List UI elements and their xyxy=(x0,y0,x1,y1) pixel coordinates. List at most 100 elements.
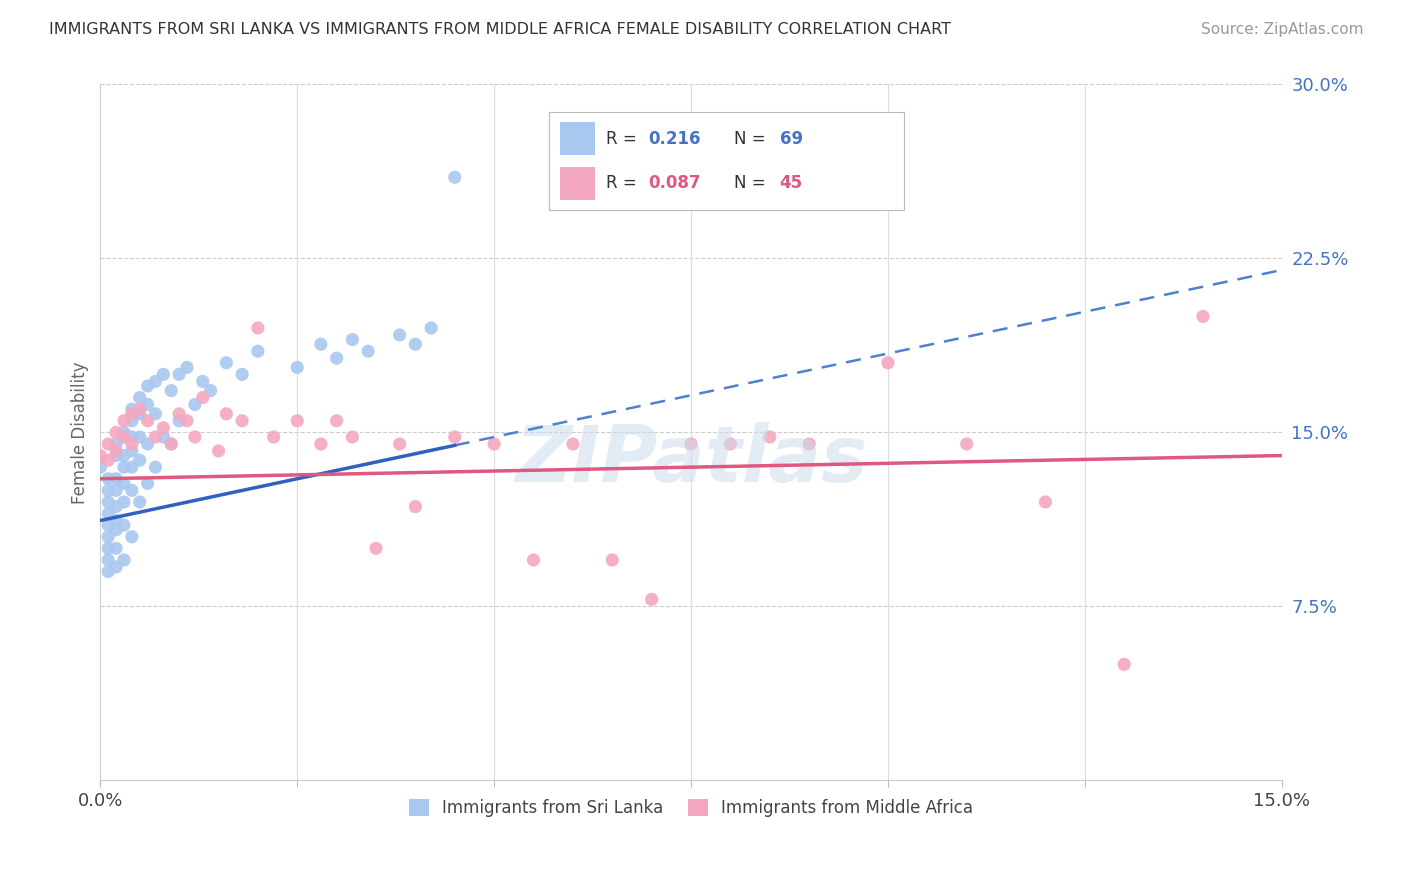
Point xyxy=(246,344,269,359)
Point xyxy=(357,344,380,359)
Text: IMMIGRANTS FROM SRI LANKA VS IMMIGRANTS FROM MIDDLE AFRICA FEMALE DISABILITY COR: IMMIGRANTS FROM SRI LANKA VS IMMIGRANTS … xyxy=(49,22,952,37)
Point xyxy=(112,425,135,440)
Point xyxy=(561,437,583,451)
Point xyxy=(89,460,111,475)
Point xyxy=(121,444,143,458)
Point xyxy=(97,453,120,467)
Point xyxy=(388,437,411,451)
Point xyxy=(97,472,120,486)
Point xyxy=(152,368,174,382)
Point xyxy=(200,384,222,398)
Point xyxy=(112,518,135,533)
Point xyxy=(136,476,159,491)
Point xyxy=(522,553,544,567)
Point xyxy=(342,430,364,444)
Point xyxy=(309,437,332,451)
Point xyxy=(718,437,741,451)
Point xyxy=(404,500,426,514)
Point xyxy=(364,541,387,556)
Point xyxy=(121,483,143,498)
Point xyxy=(105,541,128,556)
Point xyxy=(128,407,150,421)
Point xyxy=(152,421,174,435)
Point xyxy=(956,437,979,451)
Point xyxy=(136,398,159,412)
Point xyxy=(105,514,128,528)
Text: ZIPatlas: ZIPatlas xyxy=(515,422,868,499)
Point xyxy=(1192,310,1215,324)
Point xyxy=(325,351,347,366)
Point xyxy=(285,414,308,428)
Point xyxy=(167,414,190,428)
Point xyxy=(285,360,308,375)
Point xyxy=(263,430,285,444)
Point xyxy=(325,414,347,428)
Point xyxy=(128,495,150,509)
Point xyxy=(97,507,120,521)
Point xyxy=(191,391,214,405)
Point xyxy=(309,337,332,351)
Point xyxy=(231,368,253,382)
Point xyxy=(600,553,623,567)
Point xyxy=(679,437,702,451)
Point xyxy=(97,495,120,509)
Point xyxy=(184,430,207,444)
Point xyxy=(121,437,143,451)
Point xyxy=(97,565,120,579)
Point xyxy=(105,444,128,458)
Point xyxy=(184,398,207,412)
Text: Source: ZipAtlas.com: Source: ZipAtlas.com xyxy=(1201,22,1364,37)
Point xyxy=(105,425,128,440)
Point xyxy=(105,449,128,463)
Point xyxy=(342,333,364,347)
Point xyxy=(152,430,174,444)
Point xyxy=(112,553,135,567)
Point xyxy=(97,541,120,556)
Point xyxy=(176,414,198,428)
Point xyxy=(121,414,143,428)
Point xyxy=(145,375,167,389)
Point xyxy=(112,414,135,428)
Point xyxy=(215,356,238,370)
Point xyxy=(112,430,135,444)
Point xyxy=(105,560,128,574)
Point xyxy=(145,430,167,444)
Point xyxy=(388,328,411,343)
Point xyxy=(105,472,128,486)
Point xyxy=(160,437,183,451)
Point xyxy=(207,444,229,458)
Point xyxy=(128,402,150,417)
Point xyxy=(191,375,214,389)
Point xyxy=(640,592,662,607)
Point xyxy=(121,430,143,444)
Point xyxy=(105,523,128,537)
Point xyxy=(112,449,135,463)
Point xyxy=(420,321,443,335)
Point xyxy=(97,518,120,533)
Point xyxy=(128,430,150,444)
Point xyxy=(136,379,159,393)
Point xyxy=(121,530,143,544)
Point xyxy=(105,437,128,451)
Point xyxy=(231,414,253,428)
Point xyxy=(121,460,143,475)
Point xyxy=(97,530,120,544)
Point xyxy=(145,407,167,421)
Point xyxy=(89,449,111,463)
Legend: Immigrants from Sri Lanka, Immigrants from Middle Africa: Immigrants from Sri Lanka, Immigrants fr… xyxy=(402,793,980,824)
Point xyxy=(112,430,135,444)
Point xyxy=(1114,657,1136,672)
Point xyxy=(97,483,120,498)
Point xyxy=(246,321,269,335)
Point xyxy=(167,368,190,382)
Point xyxy=(877,356,900,370)
Point xyxy=(121,402,143,417)
Point xyxy=(112,460,135,475)
Point xyxy=(97,437,120,451)
Point xyxy=(799,437,821,451)
Point xyxy=(160,437,183,451)
Point xyxy=(128,391,150,405)
Point xyxy=(443,170,465,185)
Point xyxy=(759,430,782,444)
Point xyxy=(176,360,198,375)
